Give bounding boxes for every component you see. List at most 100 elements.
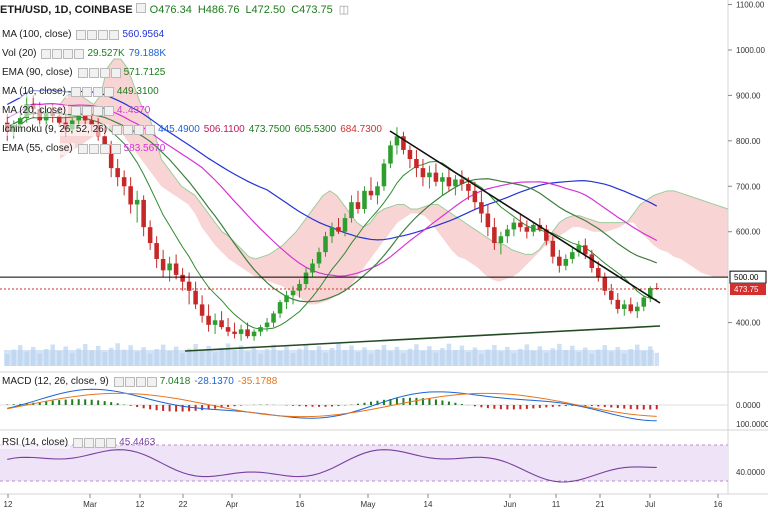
price-axis-label: 600.00 — [736, 228, 761, 237]
ichimoku-span-a — [59, 58, 729, 260]
close-icon[interactable] — [135, 377, 146, 387]
close-icon[interactable] — [95, 438, 106, 448]
legend-buttons[interactable] — [113, 377, 157, 387]
legend-macd_legend[interactable]: MACD (12, 26, close, 9) 7.0418 -28.1370 -35… — [0, 376, 281, 388]
macd-histogram-bar — [116, 403, 119, 405]
candle-75 — [492, 218, 497, 250]
settings-icon[interactable] — [81, 87, 92, 97]
more-icon[interactable] — [74, 49, 85, 59]
legend-buttons[interactable] — [73, 438, 117, 448]
chart-settings-icon[interactable]: ◫ — [338, 4, 350, 16]
candle-body — [251, 331, 257, 337]
close-icon[interactable] — [98, 30, 109, 40]
settings-icon[interactable] — [88, 68, 99, 78]
legend-buttons[interactable] — [112, 125, 156, 135]
legend-name: MA (100, close) — [0, 29, 74, 41]
legend-buttons[interactable] — [70, 87, 114, 97]
eye-icon[interactable] — [77, 144, 88, 154]
legend-ma20[interactable]: MA (20, close) 4..4370 — [0, 105, 154, 117]
eye-icon[interactable] — [70, 87, 81, 97]
candle-body — [310, 263, 315, 273]
legend-buttons[interactable] — [76, 30, 120, 40]
price-axis-label: 700.00 — [736, 182, 761, 191]
legend-ema90[interactable]: EMA (90, close) 571.7125 — [0, 67, 169, 79]
macd-histogram-bar — [214, 405, 217, 409]
candle-body — [56, 115, 62, 123]
candle-body — [641, 297, 647, 307]
candle-41 — [271, 311, 276, 328]
eye-icon[interactable] — [77, 68, 88, 78]
settings-icon[interactable] — [124, 377, 135, 387]
candle-83 — [544, 224, 549, 246]
candle-body — [550, 240, 556, 257]
candle-56 — [368, 177, 374, 200]
legend-name: EMA (90, close) — [0, 67, 75, 79]
macd-histogram-bar — [233, 405, 236, 407]
candle-body — [264, 322, 270, 328]
close-icon[interactable] — [134, 125, 145, 135]
settings-icon[interactable] — [88, 144, 99, 154]
close-icon[interactable] — [99, 68, 110, 78]
settings-icon[interactable] — [81, 106, 92, 116]
settings-icon[interactable] — [84, 438, 95, 448]
close-icon[interactable] — [63, 49, 74, 59]
more-icon[interactable] — [106, 438, 117, 448]
more-icon[interactable] — [110, 68, 121, 78]
symbol-title[interactable]: ETH/USD, 1D, COINBASE — [0, 3, 133, 17]
candle-body — [89, 120, 94, 125]
candle-body — [492, 227, 497, 244]
close-icon[interactable] — [92, 87, 103, 97]
legend-vol[interactable]: Vol (20) 29.527K 79.188K — [0, 48, 170, 60]
candle-body — [290, 290, 296, 296]
candle-49 — [323, 231, 328, 257]
eye-icon[interactable] — [73, 438, 84, 448]
settings-icon[interactable] — [87, 30, 98, 40]
settings-icon[interactable] — [52, 49, 63, 59]
legend-value: 45.4463 — [119, 437, 156, 448]
legend-rsi_legend[interactable]: RSI (14, close) 45.4463 — [0, 437, 159, 449]
macd-histogram-bar — [220, 405, 223, 408]
legend-ma100[interactable]: MA (100, close) 560.9564 — [0, 29, 168, 41]
macd-histogram-bar — [12, 404, 15, 405]
legend-ema55[interactable]: EMA (55, close) 583.5670 — [0, 143, 169, 155]
legend-buttons[interactable] — [77, 68, 121, 78]
candle-body — [654, 288, 660, 290]
candle-body — [323, 236, 328, 253]
candle-body — [576, 245, 582, 253]
candle-body — [108, 145, 114, 169]
macd-histogram-bar — [525, 405, 528, 409]
legend-value: 605.5300 — [294, 124, 337, 135]
eye-icon[interactable] — [41, 49, 52, 59]
more-icon[interactable] — [145, 125, 156, 135]
close-icon[interactable] — [99, 144, 110, 154]
candle-30 — [199, 295, 205, 323]
more-icon[interactable] — [146, 377, 157, 387]
legend-buttons[interactable] — [41, 49, 85, 59]
eye-icon[interactable] — [70, 106, 81, 116]
candle-32 — [212, 313, 218, 334]
settings-icon[interactable] — [123, 125, 134, 135]
legend-buttons[interactable] — [77, 144, 121, 154]
macd-histogram-bar — [545, 405, 548, 408]
candle-body — [485, 213, 491, 228]
more-icon[interactable] — [109, 30, 120, 40]
time-axis-label: 16 — [714, 500, 723, 509]
macd-histogram-bar — [649, 405, 652, 410]
more-icon[interactable] — [103, 87, 114, 97]
legend-ma10[interactable]: MA (10, close) 449.3100 — [0, 86, 163, 98]
legend-buttons[interactable] — [70, 106, 114, 116]
legend-ichimoku[interactable]: Ichimoku (9, 26, 52, 26) 445.4900 506.1100… — [0, 124, 386, 136]
candle-92 — [602, 272, 608, 296]
header-buttons[interactable] — [135, 3, 150, 17]
legend-value: 445.4900 — [158, 124, 200, 135]
eye-icon[interactable] — [76, 30, 87, 40]
more-icon[interactable] — [110, 144, 121, 154]
volume-bar — [654, 352, 660, 366]
close-icon[interactable] — [92, 106, 103, 116]
legend-value: -35.1788 — [237, 376, 278, 387]
eye-icon[interactable] — [113, 377, 124, 387]
candle-99 — [647, 286, 653, 303]
eye-icon[interactable] — [112, 125, 123, 135]
more-icon[interactable] — [103, 106, 114, 116]
